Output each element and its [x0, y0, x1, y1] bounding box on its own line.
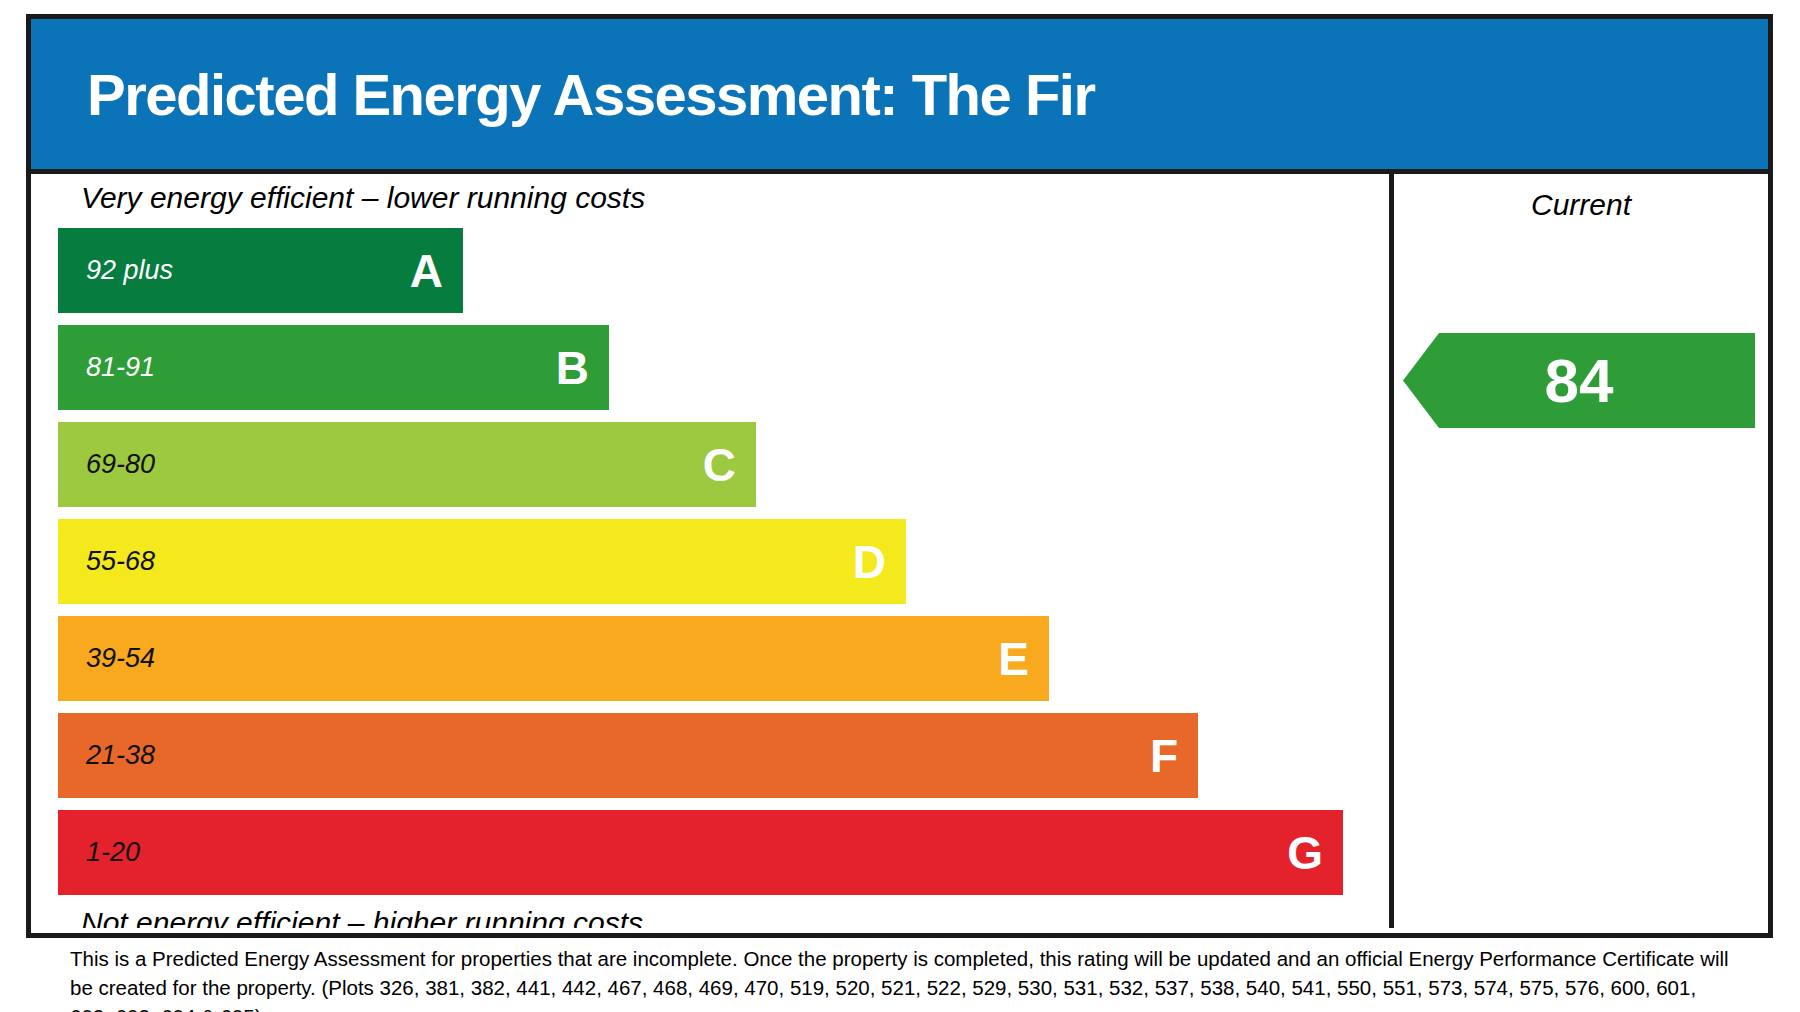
epc-certificate: Predicted Energy Assessment: The Fir Ver… — [26, 14, 1773, 938]
band-letter: F — [1150, 733, 1178, 779]
band-row-d: 55-68 D — [58, 519, 906, 604]
epc-header: Predicted Energy Assessment: The Fir — [31, 19, 1768, 174]
epc-body: Very energy efficient – lower running co… — [31, 174, 1768, 928]
current-column-header: Current — [1394, 188, 1768, 222]
band-range-label: 92 plus — [86, 255, 173, 286]
current-rating-value: 84 — [1545, 350, 1614, 412]
band-row-b: 81-91 B — [58, 325, 609, 410]
band-range-label: 1-20 — [86, 837, 140, 868]
top-caption: Very energy efficient – lower running co… — [81, 180, 1389, 215]
band-letter: B — [556, 345, 589, 391]
band-row-a: 92 plus A — [58, 228, 463, 313]
current-column: Current 84 — [1389, 174, 1768, 928]
band-row-g: 1-20 G — [58, 810, 1343, 895]
band-row-c: 69-80 C — [58, 422, 756, 507]
current-rating-arrow: 84 — [1403, 333, 1755, 428]
band-range-label: 21-38 — [86, 740, 155, 771]
band-letter: A — [410, 248, 443, 294]
rating-bands: 92 plus A 81-91 B 69-80 C 55-68 D 39-54 — [58, 228, 1389, 895]
band-letter: C — [703, 442, 736, 488]
band-range-label: 39-54 — [86, 643, 155, 674]
page-title: Predicted Energy Assessment: The Fir — [31, 61, 1095, 128]
band-letter: G — [1287, 830, 1323, 876]
band-row-f: 21-38 F — [58, 713, 1198, 798]
band-letter: E — [998, 636, 1029, 682]
band-row-e: 39-54 E — [58, 616, 1049, 701]
rating-scale: Very energy efficient – lower running co… — [31, 174, 1389, 928]
band-range-label: 55-68 — [86, 546, 155, 577]
band-letter: D — [853, 539, 886, 585]
bottom-caption: Not energy efficient – higher running co… — [81, 907, 1389, 928]
band-range-label: 81-91 — [86, 352, 155, 383]
footnote-text: This is a Predicted Energy Assessment fo… — [70, 944, 1740, 1012]
band-range-label: 69-80 — [86, 449, 155, 480]
